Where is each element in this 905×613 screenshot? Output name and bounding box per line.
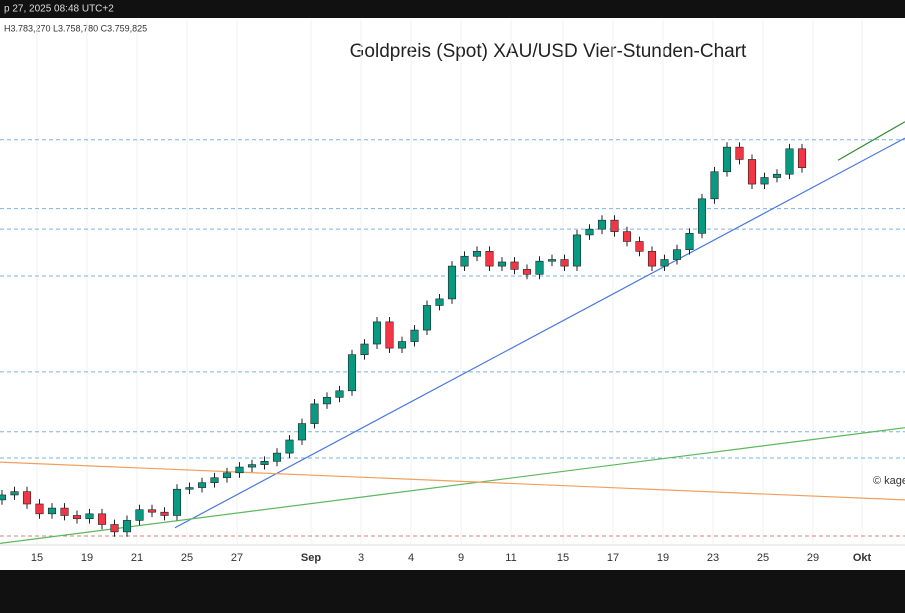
candle-body (585, 228, 594, 236)
candle-body (10, 491, 19, 496)
candle-body (310, 403, 319, 424)
chart-title: Goldpreis (Spot) XAU/USD Vier-Stunden-Ch… (350, 41, 747, 62)
candle-body (147, 509, 157, 513)
candle-body (385, 321, 394, 349)
candle-body (610, 219, 619, 232)
candle-body (185, 487, 194, 490)
candle-body (735, 146, 744, 160)
candle-body (360, 343, 369, 355)
trendline (0, 427, 905, 544)
candle-body (35, 503, 44, 515)
candle-body (447, 265, 457, 300)
candle-body (797, 148, 807, 168)
candle-body (260, 461, 269, 465)
x-tick-label: 17 (607, 552, 619, 564)
candle-body (47, 507, 57, 515)
candle-body (485, 251, 494, 267)
x-tick-label: 19 (81, 552, 93, 564)
candle-body (60, 507, 69, 516)
trendline (837, 121, 905, 161)
candle-body (510, 261, 519, 270)
candle-body (685, 232, 694, 250)
x-tick-label: 9 (458, 552, 464, 564)
candle-body (722, 146, 732, 173)
x-tick-label: 15 (557, 552, 569, 564)
candle-body (772, 173, 782, 178)
trendline (174, 137, 905, 529)
candle-body (672, 249, 682, 260)
candle-body (122, 520, 132, 533)
candle-body (397, 341, 407, 349)
trendline (0, 461, 905, 501)
candle-body (460, 255, 469, 267)
candle-body (622, 231, 632, 242)
candle-body (597, 219, 607, 230)
candle-body (760, 177, 769, 185)
candle-body (535, 260, 544, 275)
candle-body (635, 241, 644, 252)
x-tick-label: 29 (807, 552, 819, 564)
x-tick-label: Sep (301, 552, 321, 564)
candle-body (697, 198, 707, 234)
candle-body (435, 298, 444, 306)
bottom-bar (0, 570, 905, 613)
x-tick-label: 4 (408, 552, 414, 564)
candle-body (372, 321, 382, 345)
candle-body (347, 354, 357, 392)
candle-body (97, 513, 107, 525)
candle-body (647, 251, 657, 267)
candle-body (0, 494, 7, 501)
candle-body (560, 259, 569, 267)
candle-body (660, 259, 669, 267)
candle-body (110, 524, 119, 533)
candle-body (547, 259, 557, 262)
candle-body (22, 491, 32, 505)
candle-body (422, 305, 432, 331)
candle-body (572, 234, 582, 267)
candle-body (72, 515, 82, 520)
candle-body (135, 509, 144, 521)
candle-body (297, 423, 307, 441)
candle-body (785, 148, 794, 175)
candle-body (522, 269, 532, 275)
x-tick-label: 11 (505, 552, 516, 564)
candle-body (197, 482, 207, 488)
x-tick-label: 25 (757, 552, 769, 564)
x-tick-label: Okt (853, 552, 872, 564)
candle-body (285, 439, 294, 454)
x-tick-label: 27 (231, 552, 243, 564)
candle-body (272, 452, 282, 462)
watermark: © kage (873, 475, 905, 487)
candle-body (747, 159, 757, 185)
candle-body (335, 390, 344, 398)
top-bar (0, 0, 905, 18)
candle-body (472, 251, 482, 257)
x-tick-label: 15 (31, 552, 43, 564)
candle-body (710, 171, 719, 200)
x-tick-label: 25 (181, 552, 193, 564)
x-tick-label: 3 (358, 552, 364, 564)
candle-body (410, 329, 419, 342)
x-tick-label: 21 (131, 552, 143, 564)
candle-body (172, 488, 182, 516)
x-tick-label: 19 (657, 552, 669, 564)
header-date: p 27, 2025 08:48 UTC+2 (4, 4, 114, 15)
candle-body (235, 466, 244, 474)
candle-body (322, 397, 332, 405)
candle-body (85, 513, 94, 520)
candle-body (210, 477, 219, 483)
candle-body (160, 511, 169, 516)
x-tick-label: 23 (707, 552, 719, 564)
candle-body (222, 472, 232, 479)
candle-body (497, 261, 507, 267)
ohlc-text: H3.783,270 L3.758,780 C3.759,825 (4, 23, 147, 33)
candle-body (247, 464, 257, 468)
